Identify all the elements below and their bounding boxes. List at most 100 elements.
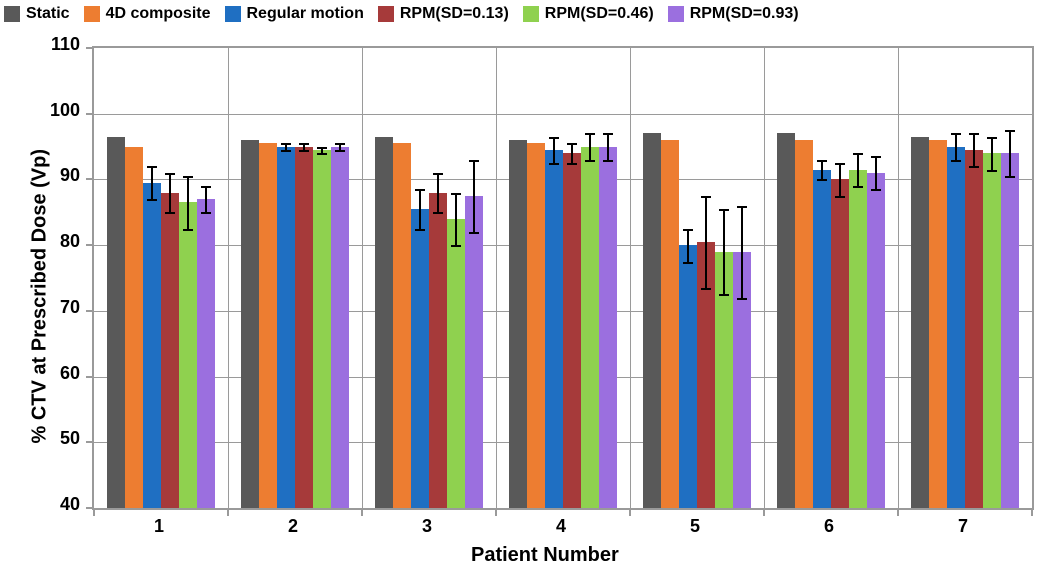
error-cap xyxy=(585,133,595,135)
bar xyxy=(429,193,447,508)
y-tick xyxy=(86,441,94,443)
error-cap xyxy=(853,186,863,188)
bar xyxy=(313,150,331,508)
error-cap xyxy=(567,143,577,145)
error-bar xyxy=(687,229,689,262)
bar xyxy=(947,147,965,508)
y-tick xyxy=(86,310,94,312)
bar xyxy=(241,140,259,508)
x-tick-label: 4 xyxy=(541,516,581,537)
error-cap xyxy=(335,143,345,145)
error-bar xyxy=(455,193,457,246)
x-tick-label: 7 xyxy=(943,516,983,537)
legend-swatch xyxy=(4,6,20,22)
x-tick xyxy=(361,508,363,516)
bar xyxy=(259,143,277,508)
error-cap xyxy=(969,166,979,168)
error-cap xyxy=(737,298,747,300)
bar xyxy=(983,153,1001,508)
bar xyxy=(197,199,215,508)
gridline-v xyxy=(496,48,497,508)
error-bar xyxy=(991,137,993,170)
x-tick xyxy=(495,508,497,516)
y-tick-label: 40 xyxy=(0,494,80,515)
error-cap xyxy=(737,206,747,208)
bar xyxy=(545,150,563,508)
error-bar xyxy=(437,173,439,212)
error-cap xyxy=(147,166,157,168)
error-bar xyxy=(187,176,189,229)
x-tick-label: 5 xyxy=(675,516,715,537)
error-cap xyxy=(987,170,997,172)
error-cap xyxy=(317,147,327,149)
legend-label: 4D composite xyxy=(106,5,211,23)
error-cap xyxy=(469,160,479,162)
legend-swatch xyxy=(225,6,241,22)
legend-item: Static xyxy=(4,5,70,23)
error-cap xyxy=(201,186,211,188)
bar xyxy=(581,147,599,508)
error-cap xyxy=(451,245,461,247)
error-cap xyxy=(147,199,157,201)
bar xyxy=(125,147,143,508)
error-cap xyxy=(183,229,193,231)
error-cap xyxy=(415,189,425,191)
error-cap xyxy=(701,196,711,198)
error-cap xyxy=(835,163,845,165)
legend-swatch xyxy=(523,6,539,22)
bar xyxy=(375,137,393,508)
error-cap xyxy=(549,137,559,139)
bar xyxy=(411,209,429,508)
error-bar xyxy=(553,137,555,163)
error-bar xyxy=(473,160,475,232)
gridline-v xyxy=(630,48,631,508)
error-bar xyxy=(857,153,859,186)
error-cap xyxy=(603,133,613,135)
y-tick xyxy=(86,113,94,115)
x-tick-label: 3 xyxy=(407,516,447,537)
error-cap xyxy=(299,150,309,152)
error-cap xyxy=(1005,176,1015,178)
bar xyxy=(563,153,581,508)
error-cap xyxy=(433,212,443,214)
error-bar xyxy=(169,173,171,212)
legend-item: RPM(SD=0.13) xyxy=(378,5,509,23)
error-bar xyxy=(723,209,725,294)
x-axis-label: Patient Number xyxy=(471,544,619,567)
bar xyxy=(929,140,947,508)
error-cap xyxy=(299,143,309,145)
bar xyxy=(179,202,197,508)
bar xyxy=(849,170,867,508)
legend-label: RPM(SD=0.93) xyxy=(690,5,799,23)
error-cap xyxy=(201,212,211,214)
error-bar xyxy=(839,163,841,196)
error-cap xyxy=(183,176,193,178)
error-cap xyxy=(719,294,729,296)
legend-item: 4D composite xyxy=(84,5,211,23)
error-cap xyxy=(415,229,425,231)
x-tick-label: 1 xyxy=(139,516,179,537)
bar xyxy=(661,140,679,508)
error-bar xyxy=(205,186,207,212)
y-tick xyxy=(86,178,94,180)
gridline-v xyxy=(228,48,229,508)
error-cap xyxy=(433,173,443,175)
error-cap xyxy=(835,196,845,198)
error-bar xyxy=(419,189,421,228)
y-axis-label: % CTV at Prescribed Dose (Vp) xyxy=(29,104,52,444)
error-cap xyxy=(165,173,175,175)
error-cap xyxy=(585,160,595,162)
x-tick-label: 6 xyxy=(809,516,849,537)
error-cap xyxy=(567,163,577,165)
plot-area xyxy=(92,46,1034,510)
legend-item: RPM(SD=0.46) xyxy=(523,5,654,23)
error-cap xyxy=(683,262,693,264)
gridline-v xyxy=(898,48,899,508)
error-bar xyxy=(821,160,823,180)
x-tick xyxy=(763,508,765,516)
bar xyxy=(143,183,161,508)
bar xyxy=(599,147,617,508)
error-cap xyxy=(817,160,827,162)
error-cap xyxy=(335,150,345,152)
legend-swatch xyxy=(84,6,100,22)
